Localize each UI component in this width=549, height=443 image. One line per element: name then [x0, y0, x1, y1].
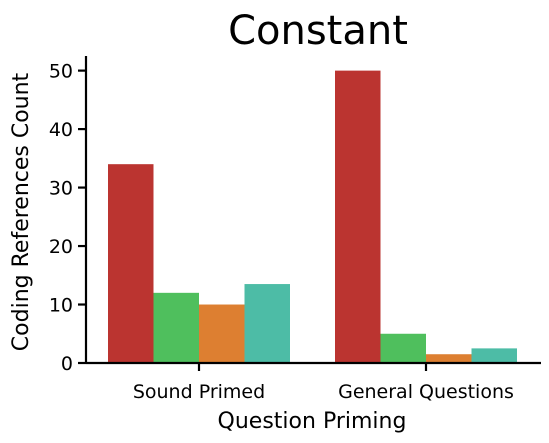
- bar-general-questions-series-3: [426, 354, 472, 363]
- bar-general-questions-series-4: [471, 348, 517, 363]
- y-tick-label: 40: [49, 119, 73, 141]
- bar-general-questions-series-1: [335, 70, 381, 363]
- bar-sound-primed-series-2: [153, 292, 199, 363]
- bar-sound-primed-series-4: [244, 284, 290, 363]
- bar-general-questions-series-2: [380, 333, 426, 363]
- bar-sound-primed-series-1: [108, 164, 154, 363]
- y-axis-label: Coding References Count: [9, 72, 34, 351]
- bar-sound-primed-series-3: [199, 304, 245, 363]
- y-tick-label: 10: [49, 295, 73, 317]
- x-tick-label: General Questions: [338, 381, 514, 403]
- y-tick-label: 0: [61, 353, 73, 375]
- y-tick-label: 20: [49, 236, 73, 258]
- y-tick-label: 30: [49, 178, 73, 200]
- y-ticks-group: 0 10 20 30 40 50: [49, 61, 86, 375]
- y-tick-label: 50: [49, 61, 73, 83]
- x-tick-label: Sound Primed: [133, 381, 265, 403]
- chart-title: Constant: [228, 8, 408, 54]
- x-ticks-group: Sound Primed General Questions: [133, 363, 514, 403]
- bars-group: [108, 70, 517, 363]
- x-axis-label: Question Priming: [218, 409, 407, 434]
